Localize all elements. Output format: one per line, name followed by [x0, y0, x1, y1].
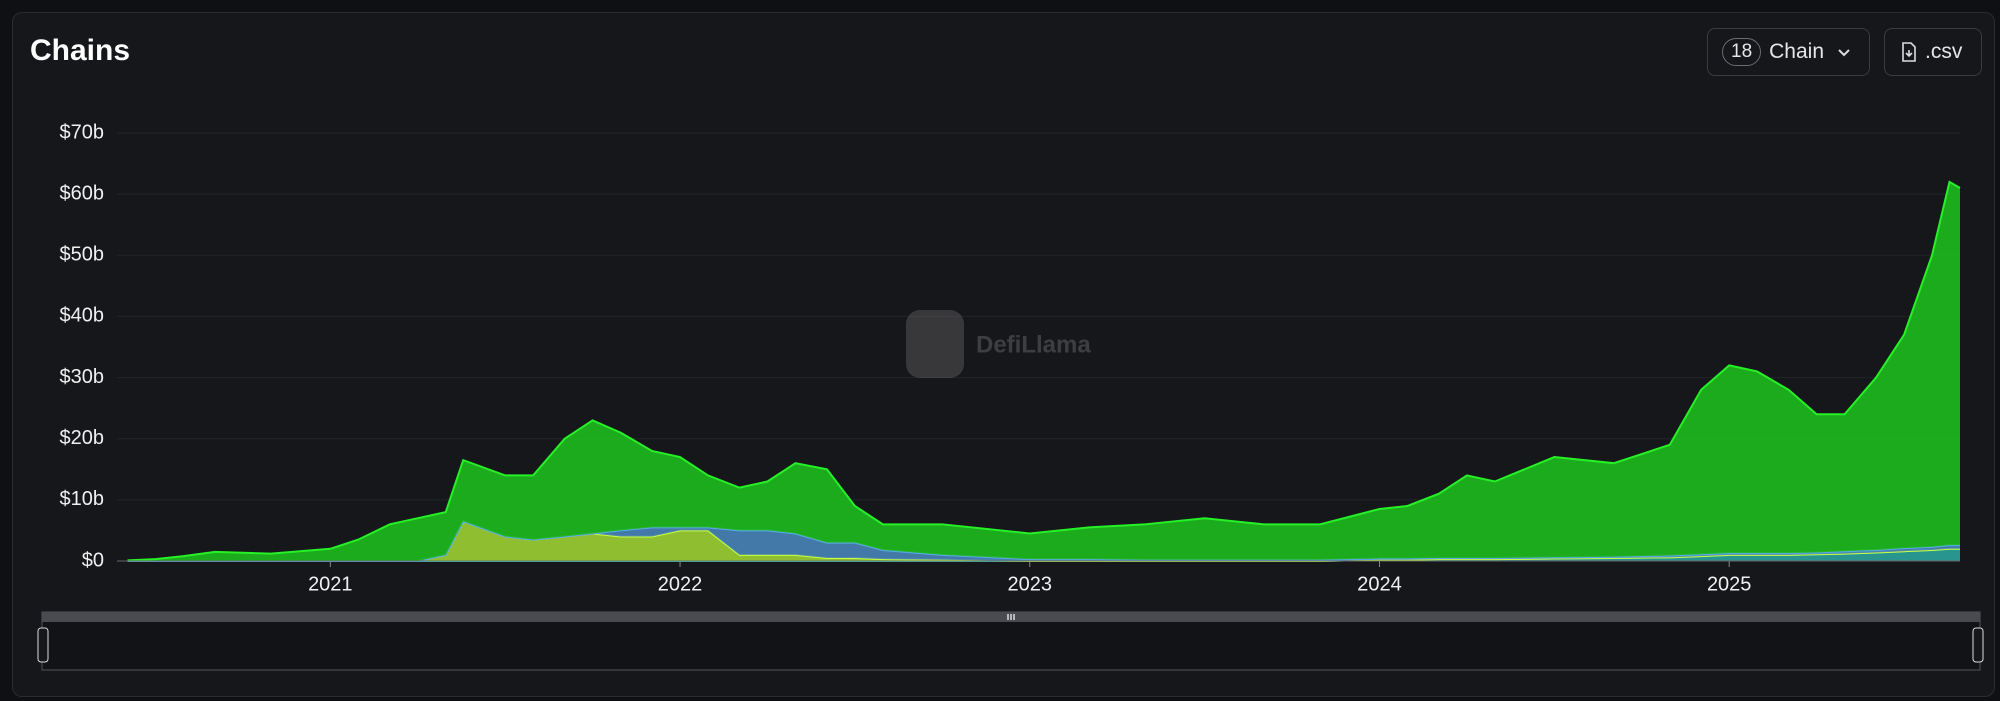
chart-title: Chains [30, 34, 131, 67]
brush-handle[interactable] [37, 627, 49, 663]
chain-label: Chain [1769, 40, 1825, 63]
y-tick-label: $20b [60, 427, 105, 449]
y-tick-label: $30b [60, 366, 105, 388]
watermark-text: DefiLlama [976, 331, 1091, 358]
watermark: DefiLlama [906, 310, 1091, 378]
y-tick-label: $0 [82, 549, 104, 571]
area [127, 521, 1961, 561]
y-tick-label: $40b [60, 305, 105, 327]
csv-label: .csv [1925, 40, 1963, 63]
chain-count: 18 [1722, 38, 1762, 66]
x-tick-label: 2025 [1707, 573, 1752, 595]
x-tick-label: 2021 [308, 573, 353, 595]
x-tick-label: 2023 [1008, 573, 1053, 595]
chain-selector[interactable]: 18 Chain [1707, 28, 1870, 76]
brush[interactable] [37, 611, 1984, 671]
chevron [1838, 49, 1850, 57]
file-icon [1902, 42, 1916, 62]
brush-grip [1007, 614, 1015, 620]
area [127, 548, 1961, 561]
x-tick-label: 2022 [658, 573, 703, 595]
brush-handle[interactable] [1972, 627, 1984, 663]
x-tick-label: 2024 [1357, 573, 1402, 595]
chart-card [12, 12, 1995, 697]
area-line [127, 180, 1961, 562]
y-tick-label: $60b [60, 182, 105, 204]
y-tick-label: $70b [60, 121, 105, 143]
area [127, 181, 1961, 561]
csv-download[interactable]: .csv [1884, 28, 1982, 76]
y-tick-label: $10b [60, 488, 105, 510]
y-tick-label: $50b [60, 244, 105, 266]
